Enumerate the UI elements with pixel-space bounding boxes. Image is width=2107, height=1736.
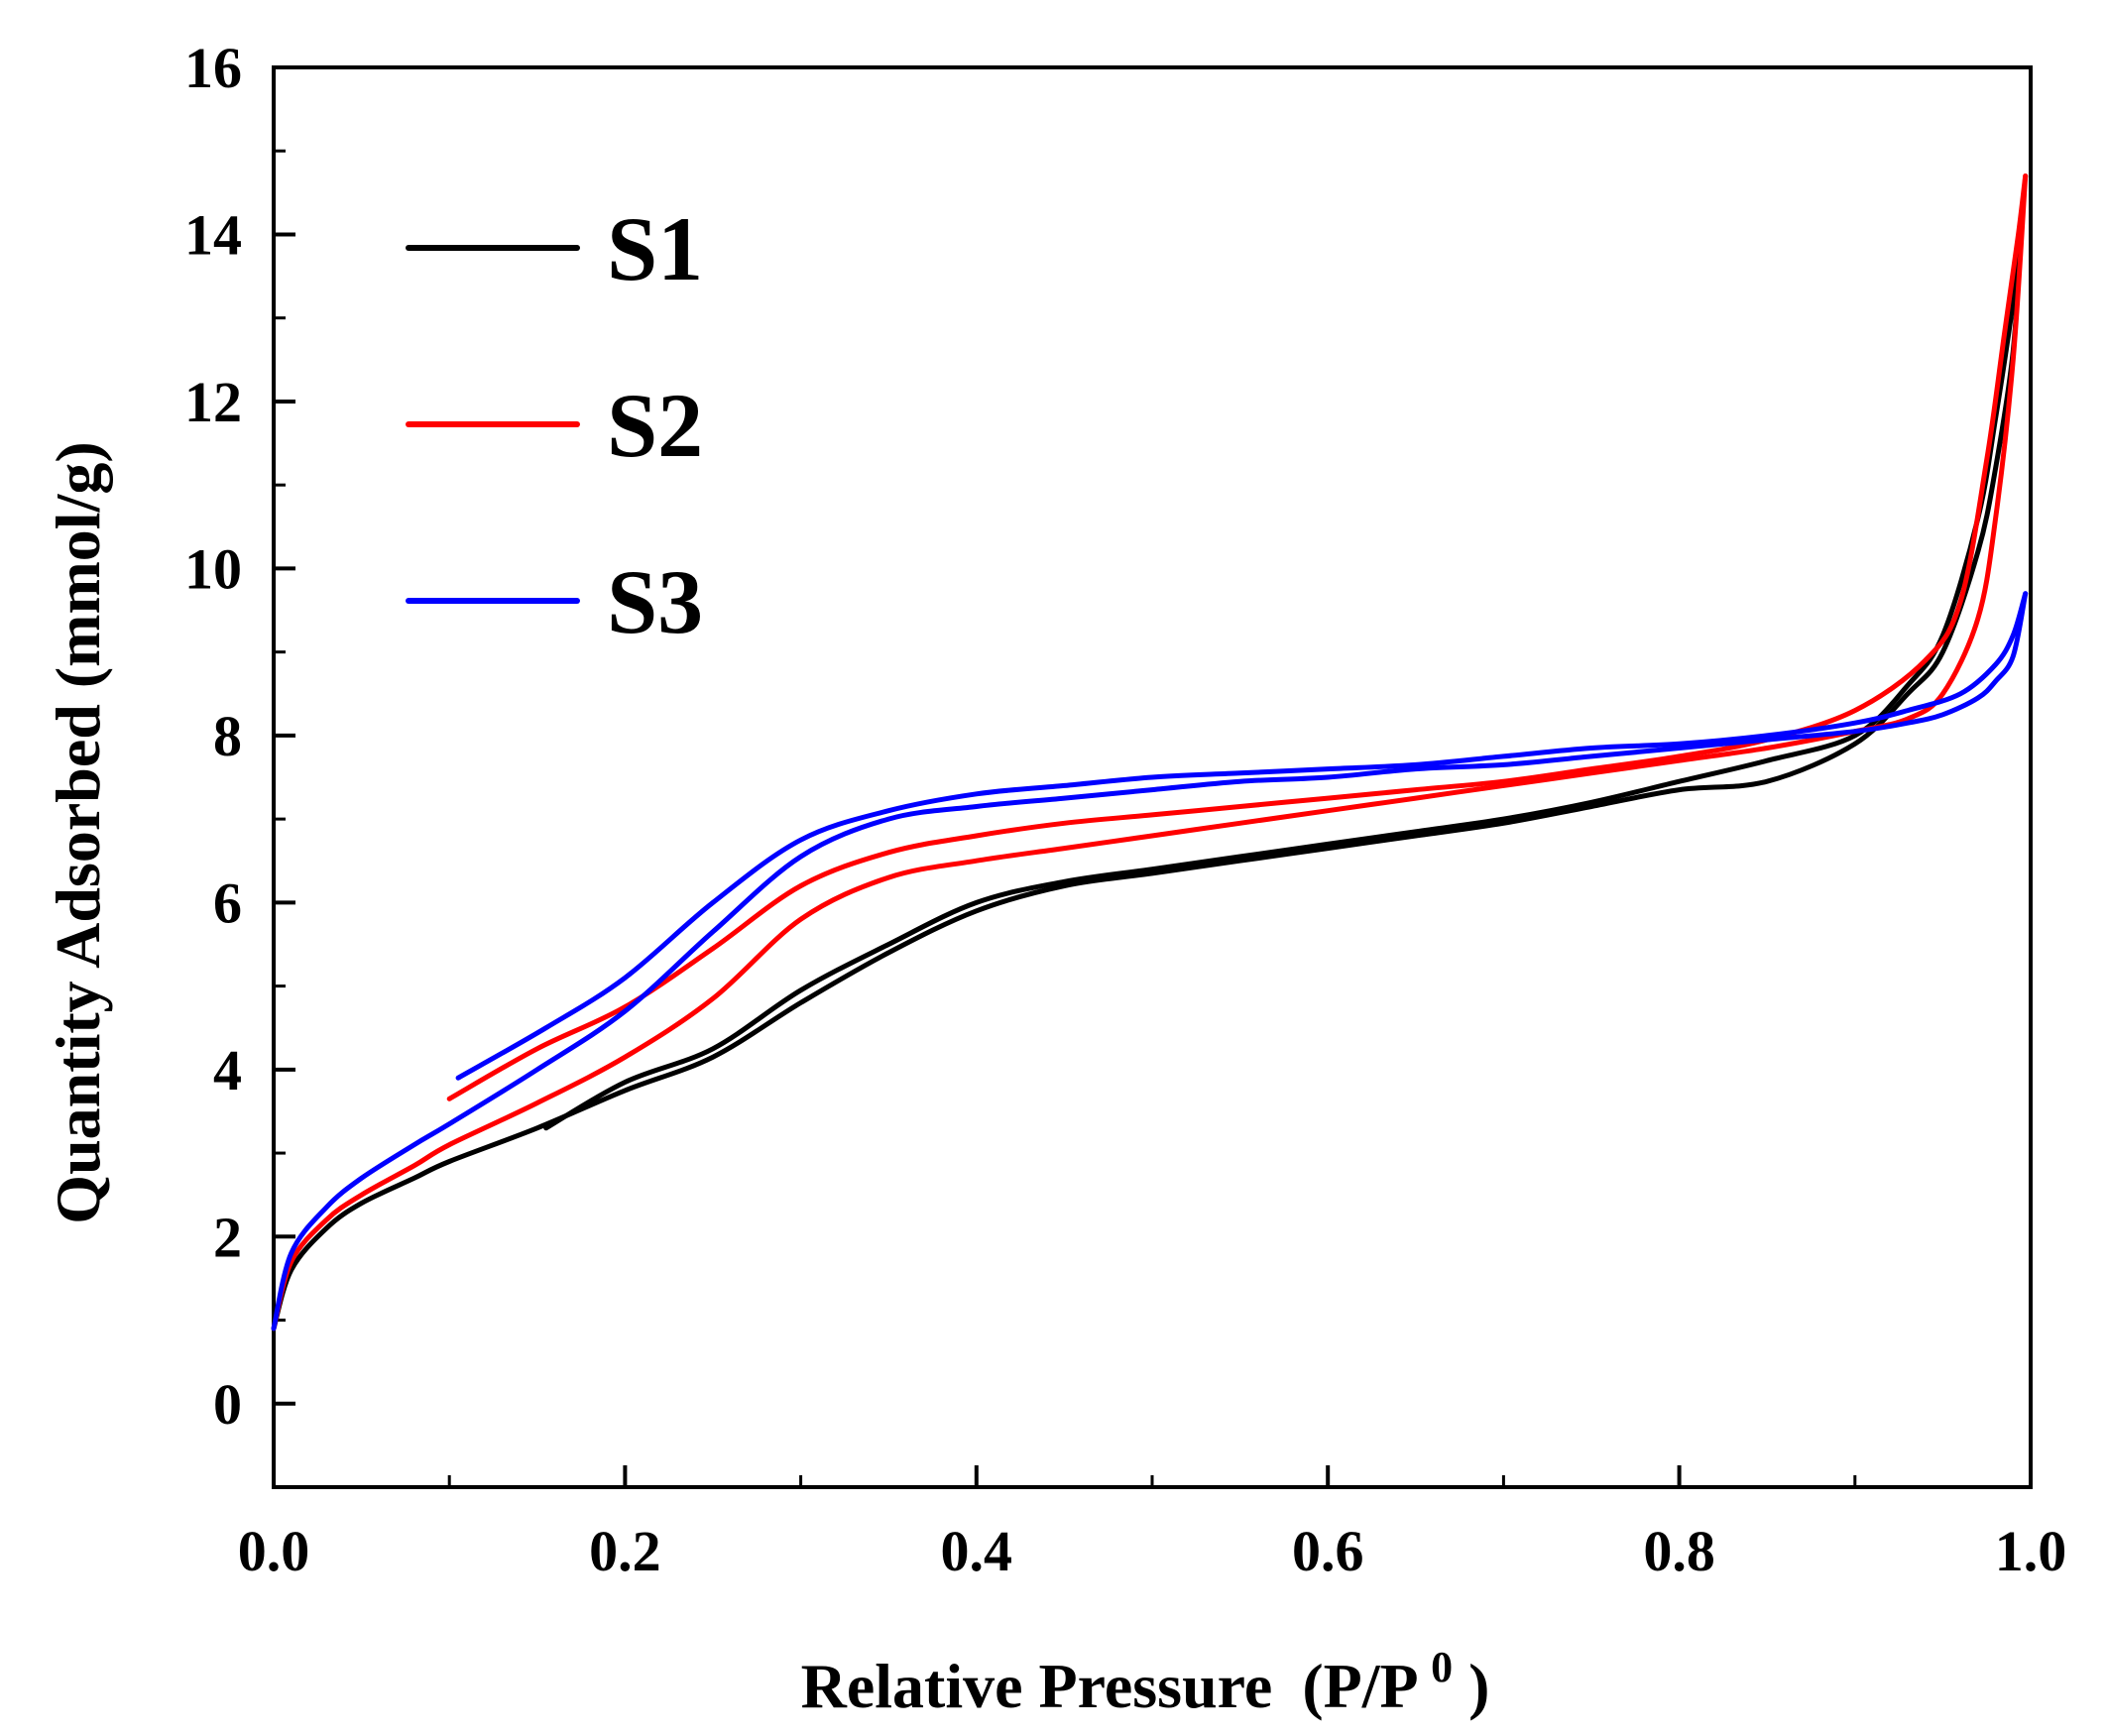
y-axis-title: Quantity Adsorbed (mmol/g) <box>43 441 113 1223</box>
x-tick-label: 0.6 <box>1292 1519 1364 1583</box>
series-s2-desorption-line <box>446 174 2029 1101</box>
series-s2-adsorption-line <box>271 174 2029 1331</box>
axis-ticks <box>272 65 2033 1489</box>
legend-label-s1: S1 <box>607 198 703 299</box>
y-tick-label: 4 <box>213 1038 242 1102</box>
legend-label-s2: S2 <box>607 375 703 476</box>
series-s1-adsorption-line <box>271 215 2025 1331</box>
y-tick-label: 0 <box>213 1372 242 1437</box>
series-group <box>271 174 2029 1331</box>
x-tick-label: 0.2 <box>589 1519 661 1583</box>
series-s3-adsorption-line <box>271 591 2029 1331</box>
y-tick-label: 8 <box>213 704 242 768</box>
x-tick-label: 1.0 <box>1995 1519 2067 1583</box>
x-tick-label: 0.8 <box>1643 1519 1715 1583</box>
y-tick-label: 10 <box>184 536 242 601</box>
y-tick-label: 14 <box>184 202 242 267</box>
x-tick-label: 0.0 <box>238 1519 310 1583</box>
legend-label-s3: S3 <box>607 551 703 652</box>
x-axis-title: Relative Pressure (P/P 0 ) <box>801 1625 1490 1721</box>
x-axis-unit-close: ) <box>1468 1651 1489 1721</box>
y-tick-label: 12 <box>184 370 242 434</box>
y-tick-label: 6 <box>213 870 242 935</box>
series-s3-desorption-line <box>455 591 2029 1081</box>
x-axis-unit-superscript: 0 <box>1431 1643 1453 1691</box>
x-tick-label: 0.4 <box>941 1519 1013 1583</box>
y-tick-label: 2 <box>213 1205 242 1269</box>
x-axis-unit: (P/P <box>1302 1651 1417 1721</box>
y-tick-label: 16 <box>184 36 242 100</box>
x-axis-label: Relative Pressure <box>801 1651 1273 1721</box>
series-s1-desorption-line <box>543 215 2025 1131</box>
tick-labels: 0.0 0.2 0.4 0.6 0.8 1.0 0 2 4 6 8 10 12 14 16 <box>184 36 2066 1583</box>
legend: S1 S2 S3 <box>406 198 703 652</box>
